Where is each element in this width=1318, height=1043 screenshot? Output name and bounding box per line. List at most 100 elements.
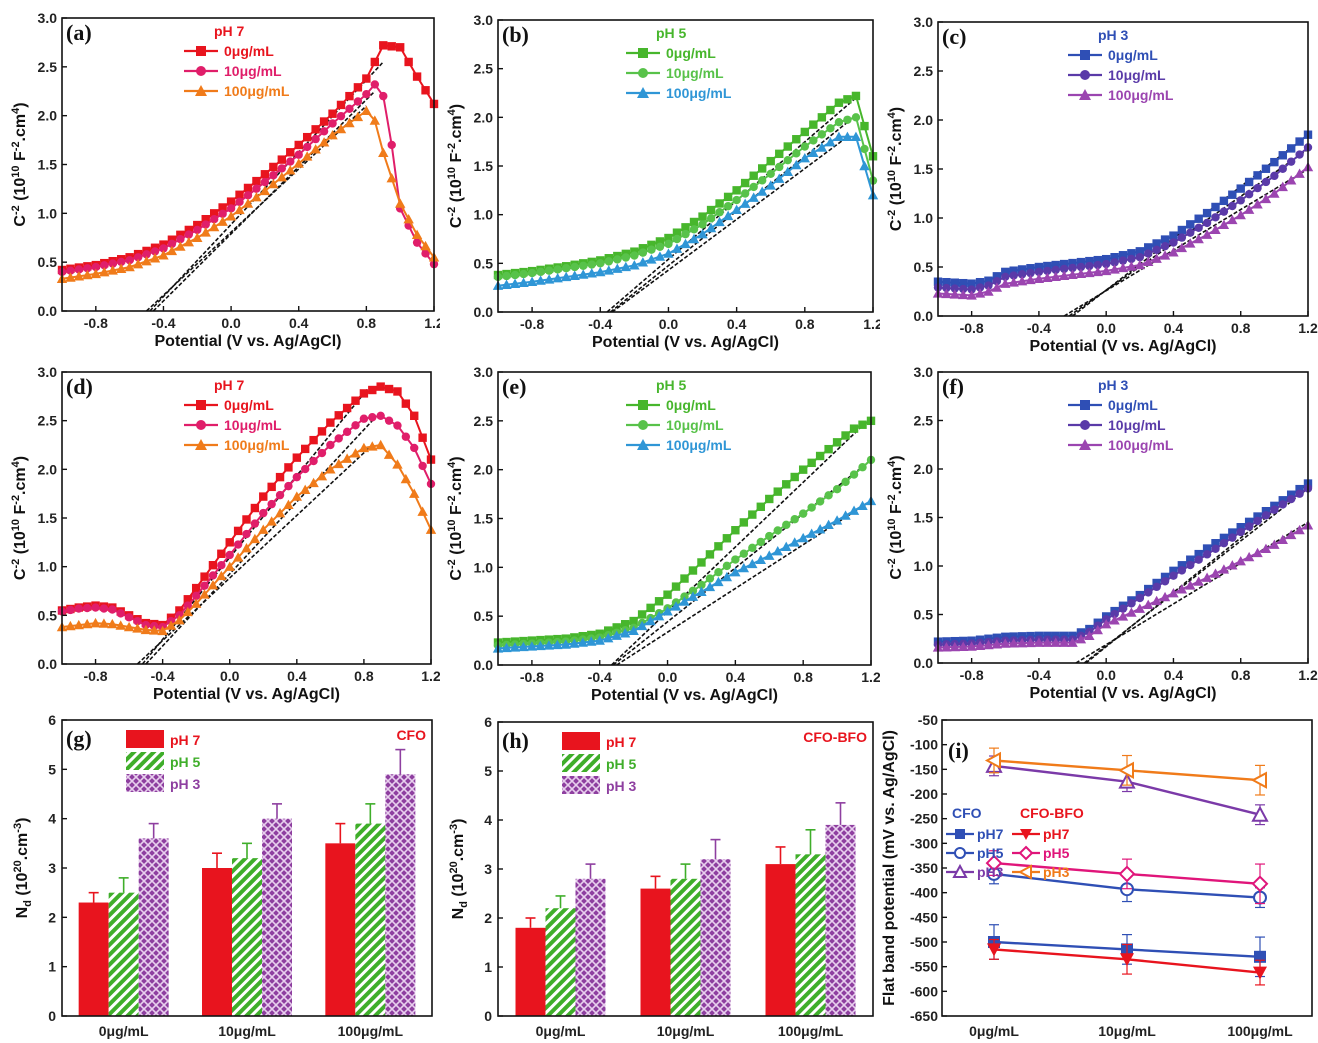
data-point — [1236, 527, 1245, 537]
data-point — [638, 248, 648, 257]
data-point — [1160, 572, 1170, 582]
data-point — [209, 209, 219, 218]
data-point — [1160, 241, 1170, 251]
fit-line — [611, 425, 864, 666]
data-point — [124, 613, 134, 622]
panel-label: (i) — [948, 738, 969, 763]
data-point — [974, 288, 986, 298]
data-point — [404, 57, 413, 67]
data-point — [1159, 591, 1171, 602]
data-point — [392, 459, 403, 469]
data-point — [758, 164, 767, 173]
data-point — [386, 172, 397, 183]
data-point — [359, 414, 369, 423]
y-tick-label: 0.5 — [914, 259, 934, 275]
data-point — [543, 274, 555, 284]
data-point — [832, 485, 842, 494]
data-point — [259, 492, 268, 501]
x-tick-label: -0.8 — [520, 316, 544, 332]
y-tick-label: 1.0 — [914, 558, 934, 574]
data-point — [1034, 267, 1044, 277]
y-axis-label: C-2 (1010 F-2.cm4) — [446, 456, 465, 580]
data-point — [124, 261, 135, 272]
data-point — [252, 184, 261, 193]
data-point — [840, 510, 851, 520]
y-tick-label: 5 — [48, 761, 56, 777]
data-point — [1261, 511, 1271, 520]
data-point — [1202, 218, 1212, 228]
data-point — [291, 491, 303, 501]
data-point — [141, 255, 152, 266]
data-point — [292, 472, 302, 482]
data-point — [387, 42, 396, 51]
panel-label: (b) — [502, 22, 529, 47]
series-line — [937, 487, 1309, 646]
data-point — [689, 225, 699, 234]
data-point — [384, 384, 394, 394]
data-point — [942, 277, 951, 287]
legend-title: pH 7 — [214, 377, 245, 393]
x-tick-label: -0.4 — [588, 316, 612, 332]
data-point — [1211, 544, 1220, 553]
y-tick-label: 1.0 — [38, 559, 58, 575]
data-point — [65, 620, 76, 631]
bar — [545, 908, 576, 1016]
data-point — [412, 72, 422, 81]
data-point — [325, 464, 336, 474]
data-point — [140, 624, 152, 635]
legend-marker — [637, 87, 649, 98]
data-point — [509, 642, 521, 652]
data-point — [807, 458, 816, 468]
data-point — [731, 204, 742, 214]
x-tick-label: 0.8 — [1231, 667, 1251, 683]
data-point — [375, 439, 386, 450]
data-point — [653, 610, 665, 621]
data-point — [241, 542, 252, 553]
data-point — [411, 229, 423, 240]
data-point — [1185, 580, 1196, 590]
y-tick-label: 0.5 — [38, 254, 58, 270]
data-point — [628, 625, 639, 636]
y-tick-label: 2.5 — [914, 63, 934, 79]
data-point — [225, 538, 234, 547]
x-tick-label: 0.4 — [1164, 320, 1184, 336]
data-point — [536, 267, 545, 277]
data-point — [950, 278, 960, 287]
x-tick-label: -0.8 — [520, 669, 544, 685]
data-point — [233, 540, 243, 549]
data-point — [1118, 604, 1128, 613]
x-tick-label: 10μg/mL — [1098, 1023, 1156, 1039]
data-point — [1042, 637, 1053, 647]
data-point — [107, 618, 118, 629]
y-axis-label: C-2 (1010 F-2.cm4) — [10, 102, 29, 226]
fit-line — [612, 459, 872, 666]
y-tick-label: 3 — [484, 861, 492, 877]
legend-label: 0μg/mL — [224, 43, 274, 59]
data-point — [116, 257, 126, 267]
data-point — [150, 247, 160, 256]
data-point — [1001, 272, 1010, 281]
data-point — [518, 277, 529, 287]
legend-label: pH3 — [1043, 864, 1070, 880]
data-point — [284, 463, 293, 472]
legend-label: pH 5 — [170, 754, 201, 770]
y-tick-label: -400 — [910, 885, 938, 901]
y-axis-label: Flat band potential (mV vs. Ag/AgCl) — [881, 730, 898, 1006]
legend-marker — [637, 439, 649, 450]
data-point — [1068, 263, 1077, 273]
panel-label: (d) — [66, 374, 93, 399]
data-point — [825, 136, 836, 147]
data-point — [345, 104, 354, 114]
data-point — [66, 266, 75, 275]
data-point — [806, 528, 817, 538]
data-point — [992, 272, 1002, 281]
legend-marker — [196, 420, 206, 430]
x-tick-label: 1.2 — [1298, 667, 1318, 683]
y-tick-label: 2.0 — [474, 462, 494, 478]
data-point — [157, 625, 168, 636]
data-point — [1261, 164, 1271, 173]
data-point — [400, 473, 412, 484]
series-3 — [492, 495, 877, 653]
data-point — [697, 228, 708, 239]
data-point — [535, 640, 546, 651]
